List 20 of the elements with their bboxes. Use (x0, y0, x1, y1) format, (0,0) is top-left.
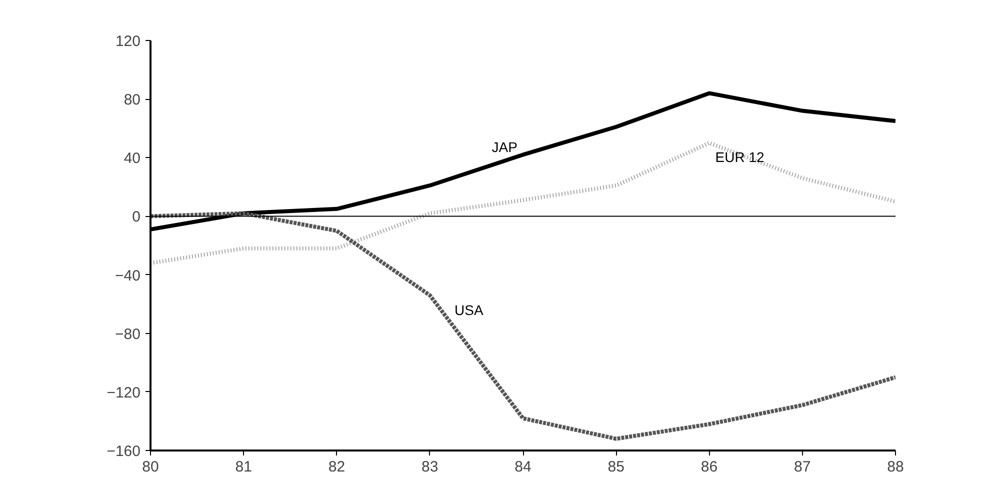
y-tick-label: −160 (106, 443, 141, 460)
x-tick-label: 85 (608, 458, 624, 476)
y-tick-label: −80 (115, 326, 141, 343)
y-tick-label: 40 (124, 150, 141, 168)
x-tick-label: 88 (887, 458, 904, 476)
x-tick-label: 81 (235, 458, 252, 476)
x-tick-label: 80 (142, 458, 159, 476)
y-tick-label: 80 (124, 92, 141, 109)
x-tick-label: 83 (422, 458, 438, 476)
y-tick-label: 0 (132, 208, 140, 226)
series-label: USA (454, 302, 484, 318)
y-tick-label: −40 (115, 267, 141, 284)
y-tick-label: −120 (106, 384, 141, 402)
x-tick-label: 82 (328, 458, 346, 476)
x-tick-label: 84 (514, 458, 532, 476)
x-tick-label: 86 (700, 458, 718, 476)
x-tick-label: 87 (794, 458, 811, 476)
series-label: EUR 12 (715, 149, 764, 165)
series-label: JAP (492, 139, 518, 156)
y-tick-label: 120 (115, 33, 141, 50)
